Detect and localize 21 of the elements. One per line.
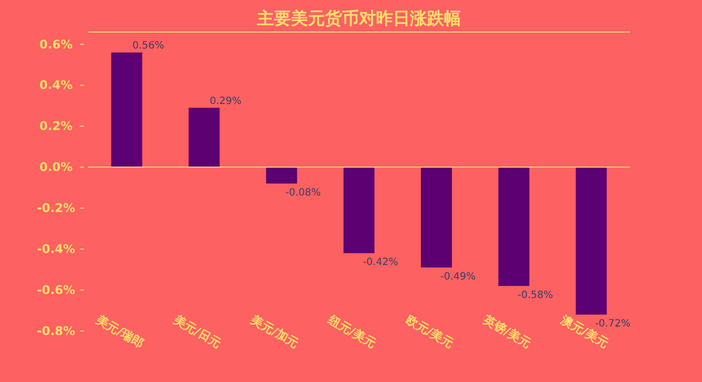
data-label: -0.49% [440, 272, 476, 283]
data-label: -0.42% [362, 257, 398, 268]
data-label: 0.56% [132, 40, 164, 52]
data-label: 0.29% [210, 96, 242, 107]
x-tick-label: 美元/加元 [248, 312, 302, 351]
x-tick-label: 欧元/美元 [404, 312, 456, 351]
chart-title: 主要美元货币对昨日涨跌幅 [256, 9, 461, 29]
x-tick-label: 美元/日元 [170, 312, 224, 351]
y-tick-label: -0.4% [36, 242, 76, 256]
x-tick-label: 英镑/美元 [480, 312, 534, 351]
x-tick-label: 美元/瑞郎 [92, 312, 146, 351]
y-tick-label: -0.6% [36, 283, 76, 298]
y-tick-label: 0.4% [39, 78, 73, 92]
data-label: -0.58% [518, 290, 554, 301]
y-tick-label: -0.8% [36, 324, 76, 338]
data-label: -0.08% [285, 188, 321, 199]
y-tick-label: 0.6% [39, 37, 73, 52]
y-tick-label: 0.0% [39, 160, 73, 174]
y-tick-label: -0.2% [36, 201, 76, 216]
y-tick-label: 0.2% [39, 119, 73, 134]
data-label: -0.72% [595, 318, 630, 330]
